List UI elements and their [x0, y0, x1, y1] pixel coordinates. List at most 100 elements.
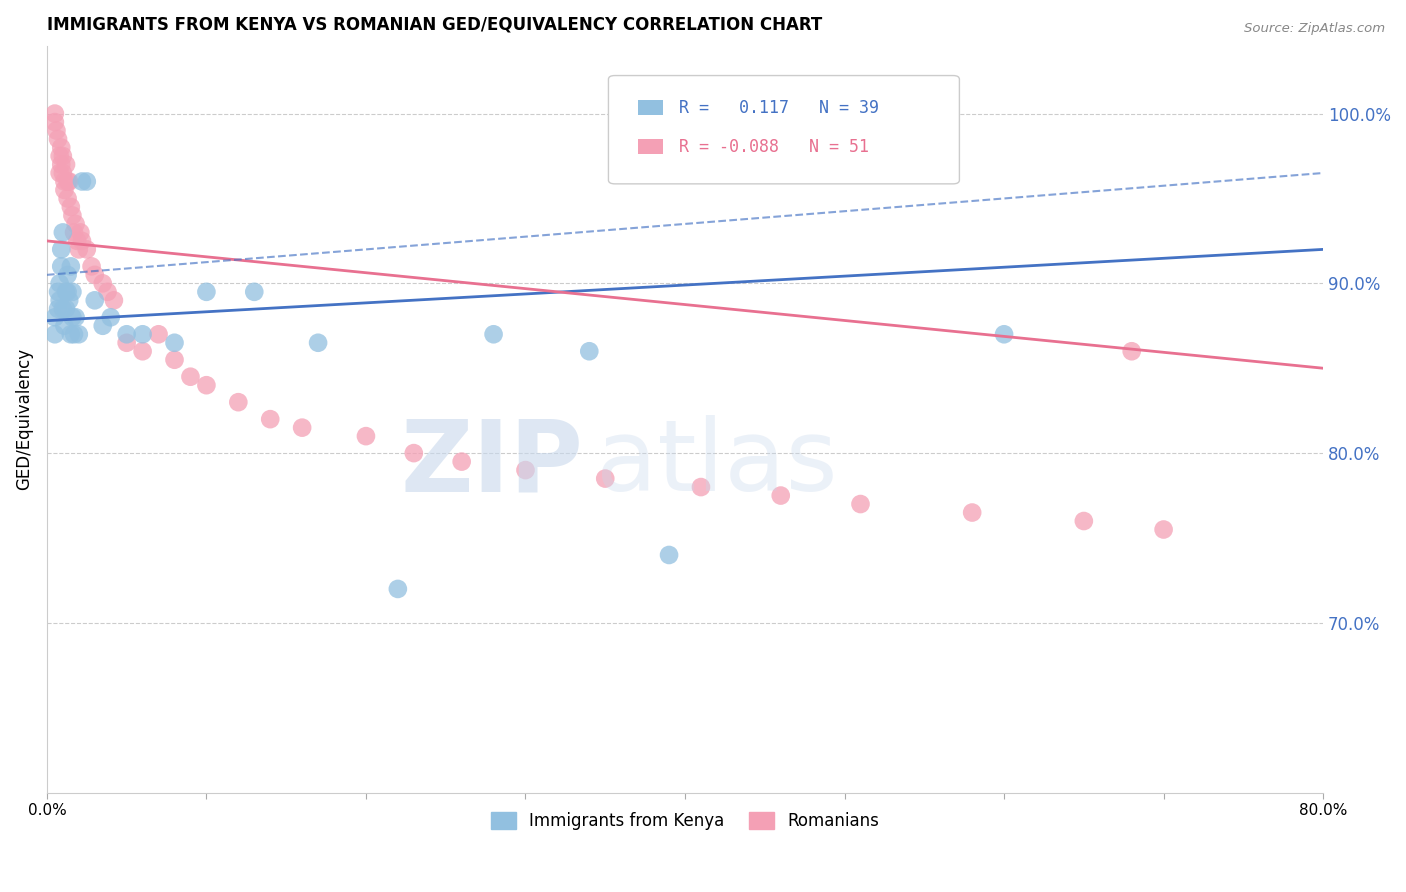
Point	[103, 293, 125, 308]
Point	[44, 327, 66, 342]
Point	[83, 293, 105, 308]
Point	[51, 243, 73, 257]
Point	[91, 277, 114, 291]
Point	[179, 369, 201, 384]
Point	[62, 209, 84, 223]
Point	[1073, 514, 1095, 528]
Point	[62, 310, 84, 325]
Point	[52, 166, 75, 180]
Point	[67, 327, 90, 342]
Text: R = -0.088   N = 51: R = -0.088 N = 51	[679, 137, 869, 155]
Point	[163, 335, 186, 350]
Point	[51, 140, 73, 154]
Point	[195, 378, 218, 392]
Point	[70, 234, 93, 248]
Point	[593, 472, 616, 486]
Point	[51, 157, 73, 171]
Point	[1153, 523, 1175, 537]
Point	[59, 260, 82, 274]
Point	[44, 310, 66, 325]
Text: R =   0.117   N = 39: R = 0.117 N = 39	[679, 99, 879, 117]
Point	[1121, 344, 1143, 359]
Point	[960, 506, 983, 520]
Point	[66, 234, 89, 248]
Point	[80, 260, 103, 274]
Point	[69, 226, 91, 240]
Point	[769, 489, 792, 503]
Point	[515, 463, 537, 477]
Point	[56, 268, 79, 282]
Point	[115, 327, 138, 342]
Point	[658, 548, 681, 562]
Point	[307, 335, 329, 350]
Point	[65, 217, 87, 231]
Point	[76, 174, 98, 188]
Point	[402, 446, 425, 460]
Point	[76, 243, 98, 257]
Point	[46, 285, 69, 299]
Point	[56, 174, 79, 188]
Point	[243, 285, 266, 299]
Point	[228, 395, 250, 409]
Point	[53, 318, 76, 333]
Point	[993, 327, 1015, 342]
Point	[48, 149, 70, 163]
Point	[690, 480, 713, 494]
Point	[55, 301, 77, 316]
Point	[56, 191, 79, 205]
Point	[53, 174, 76, 188]
Point	[131, 327, 153, 342]
Point	[48, 293, 70, 308]
Point	[48, 277, 70, 291]
Point	[291, 420, 314, 434]
Point	[59, 200, 82, 214]
Point	[67, 243, 90, 257]
Point	[46, 301, 69, 316]
Point	[45, 123, 67, 137]
Point	[63, 226, 86, 240]
Point	[44, 115, 66, 129]
Point	[195, 285, 218, 299]
Bar	[638, 139, 664, 154]
Point	[115, 335, 138, 350]
Point	[56, 285, 79, 299]
Point	[387, 582, 409, 596]
Point	[100, 310, 122, 325]
Point	[48, 166, 70, 180]
Text: Source: ZipAtlas.com: Source: ZipAtlas.com	[1244, 22, 1385, 36]
Point	[70, 174, 93, 188]
Legend: Immigrants from Kenya, Romanians: Immigrants from Kenya, Romanians	[484, 805, 886, 837]
Point	[52, 226, 75, 240]
Point	[131, 344, 153, 359]
Text: atlas: atlas	[596, 416, 838, 513]
Point	[59, 327, 82, 342]
Point	[450, 454, 472, 468]
Point	[849, 497, 872, 511]
Point	[163, 352, 186, 367]
Bar	[638, 100, 664, 115]
Point	[259, 412, 281, 426]
Y-axis label: GED/Equivalency: GED/Equivalency	[15, 348, 32, 491]
Point	[46, 132, 69, 146]
Point	[96, 285, 118, 299]
Point	[55, 157, 77, 171]
Point	[65, 310, 87, 325]
Point	[354, 429, 377, 443]
Point	[63, 327, 86, 342]
Point	[52, 301, 75, 316]
Point	[58, 293, 80, 308]
Point	[44, 106, 66, 120]
Point	[91, 318, 114, 333]
Point	[52, 149, 75, 163]
Point	[62, 285, 84, 299]
Point	[53, 183, 76, 197]
Point	[83, 268, 105, 282]
Point	[148, 327, 170, 342]
Point	[51, 260, 73, 274]
Point	[58, 174, 80, 188]
Point	[482, 327, 505, 342]
Text: ZIP: ZIP	[401, 416, 583, 513]
Point	[55, 285, 77, 299]
Point	[578, 344, 600, 359]
Text: IMMIGRANTS FROM KENYA VS ROMANIAN GED/EQUIVALENCY CORRELATION CHART: IMMIGRANTS FROM KENYA VS ROMANIAN GED/EQ…	[46, 15, 823, 33]
